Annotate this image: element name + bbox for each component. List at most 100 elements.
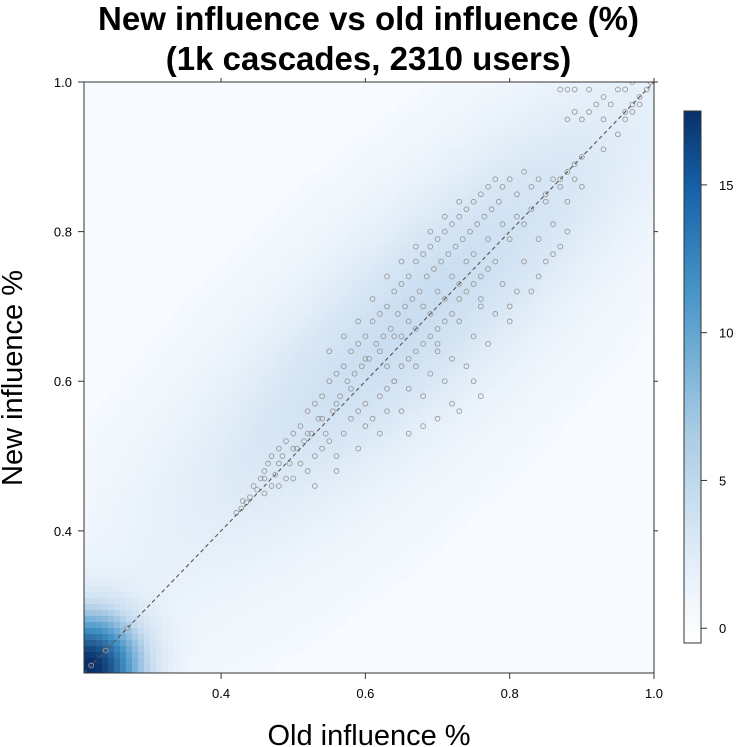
density-cell [228,424,235,431]
density-cell [474,388,481,395]
density-cell [396,382,403,389]
density-cell [408,244,415,251]
density-cell [582,280,589,287]
density-cell [228,298,235,305]
density-cell [294,208,301,215]
density-cell [390,322,397,329]
density-cell [426,160,433,167]
density-cell [432,142,439,149]
density-cell [336,346,343,353]
density-cell [486,196,493,203]
density-cell [366,298,373,305]
density-cell [144,448,151,455]
density-cell [342,190,349,197]
density-cell [468,238,475,245]
density-cell [552,388,559,395]
density-cell [438,508,445,515]
density-cell [276,322,283,329]
density-cell [354,280,361,287]
density-cell [462,196,469,203]
density-cell [342,310,349,317]
density-cell [528,238,535,245]
density-cell [216,466,223,473]
density-cell [306,292,313,299]
density-cell [198,304,205,311]
density-cell [222,304,229,311]
density-cell [642,232,649,239]
density-cell [642,118,649,125]
density-cell [630,250,637,257]
density-cell [630,238,637,245]
density-cell [432,82,439,89]
density-cell [516,82,523,89]
density-cell [384,472,391,479]
density-cell [174,460,181,467]
density-cell [564,292,571,299]
density-cell [432,250,439,257]
density-cell [282,322,289,329]
density-cell [540,364,547,371]
density-cell [642,322,649,329]
density-cell [366,490,373,497]
density-cell [504,448,511,455]
density-cell [540,304,547,311]
density-cell [378,472,385,479]
density-cell [504,484,511,491]
density-cell [222,454,229,461]
density-cell [636,130,643,137]
density-cell [576,280,583,287]
density-cell [372,418,379,425]
density-cell [552,334,559,341]
density-cell [360,346,367,353]
density-cell [528,424,535,431]
density-cell [534,364,541,371]
density-cell [456,244,463,251]
density-cell [402,280,409,287]
density-cell [462,250,469,257]
density-cell [372,220,379,227]
density-cell [420,88,427,95]
density-cell [462,364,469,371]
density-cell [138,364,145,371]
density-cell [582,394,589,401]
density-cell [312,514,319,521]
density-cell [468,358,475,365]
density-cell [360,478,367,485]
density-cell [102,418,109,425]
density-cell [546,136,553,143]
density-cell [480,310,487,317]
density-cell [306,250,313,257]
density-cell [90,418,97,425]
density-cell [174,316,181,323]
density-cell [390,328,397,335]
density-cell [228,310,235,317]
density-cell [618,130,625,137]
density-cell [120,388,127,395]
density-cell [174,376,181,383]
density-cell [456,148,463,155]
density-cell [222,334,229,341]
density-cell [408,334,415,341]
density-cell [642,328,649,335]
density-cell [444,346,451,353]
density-cell [216,286,223,293]
density-cell [138,472,145,479]
density-cell [456,166,463,173]
density-cell [510,424,517,431]
density-cell [216,442,223,449]
density-cell [486,184,493,191]
density-cell [240,460,247,467]
density-cell [276,328,283,335]
density-cell [312,490,319,497]
density-cell [174,382,181,389]
density-cell [588,184,595,191]
density-cell [594,256,601,263]
density-cell [588,292,595,299]
density-cell [372,148,379,155]
density-cell [594,382,601,389]
density-cell [510,172,517,179]
density-cell [366,382,373,389]
density-cell [456,472,463,479]
density-cell [468,460,475,467]
